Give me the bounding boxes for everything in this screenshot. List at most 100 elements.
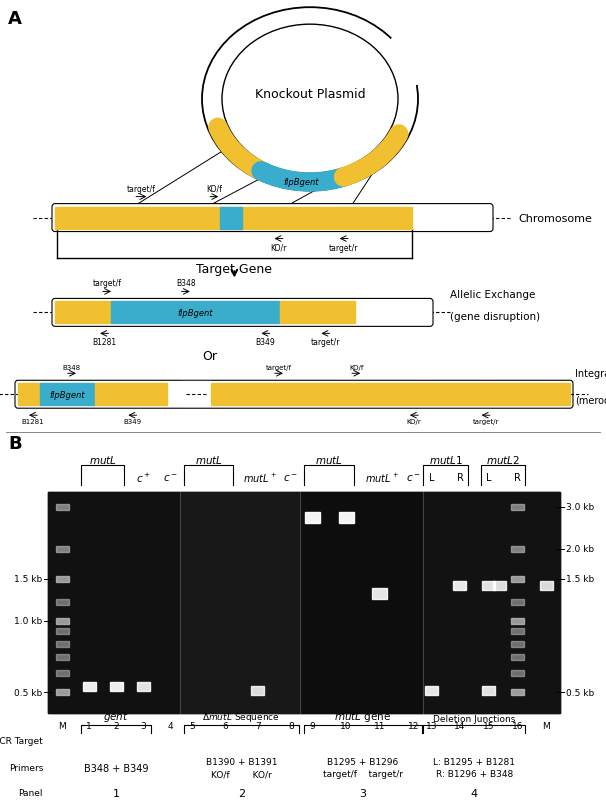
Text: vector: vector	[290, 0, 330, 2]
Bar	[56, 504, 68, 511]
Text: B348: B348	[176, 279, 196, 288]
Bar	[539, 581, 553, 590]
Bar	[453, 581, 467, 590]
Text: $\it{mutL}^+$: $\it{mutL}^+$	[243, 471, 277, 484]
Text: $c^-$: $c^-$	[163, 472, 178, 483]
Bar	[339, 512, 354, 524]
Text: 12: 12	[408, 721, 419, 730]
Text: $\it{mutL}$: $\it{mutL}$	[195, 454, 222, 466]
Bar	[278, 384, 349, 406]
Text: B1390 + B1391: B1390 + B1391	[206, 757, 277, 766]
Bar	[511, 641, 524, 646]
Bar	[511, 576, 524, 582]
Bar	[142, 207, 325, 230]
Text: 3: 3	[359, 788, 367, 798]
Bar	[511, 654, 524, 661]
Bar	[56, 576, 68, 582]
Text: 2.0 kb: 2.0 kb	[566, 544, 594, 554]
Bar	[112, 302, 280, 324]
Bar	[56, 599, 68, 605]
Bar	[221, 207, 242, 230]
Text: flpBgent: flpBgent	[50, 390, 85, 399]
Bar	[48, 493, 560, 713]
Text: B348: B348	[63, 365, 81, 371]
Text: $\it{mutL}^+$: $\it{mutL}^+$	[365, 471, 399, 484]
Text: 15: 15	[483, 721, 494, 730]
Bar	[110, 682, 123, 691]
Bar	[511, 671, 524, 676]
Bar	[82, 682, 96, 691]
Bar	[511, 546, 524, 552]
Text: B1295 + B1296: B1295 + B1296	[327, 757, 399, 766]
Bar	[511, 599, 524, 605]
Text: 9: 9	[310, 721, 315, 730]
Text: 8: 8	[288, 721, 294, 730]
Text: 14: 14	[454, 721, 465, 730]
Text: M: M	[542, 721, 550, 730]
Text: KO/r: KO/r	[270, 243, 287, 252]
Text: Deletion Junctions: Deletion Junctions	[433, 714, 516, 723]
Text: $\it{mutL}$ gene: $\it{mutL}$ gene	[335, 709, 391, 723]
Bar	[18, 384, 40, 406]
Text: 1: 1	[86, 721, 92, 730]
FancyBboxPatch shape	[15, 381, 573, 409]
Bar	[493, 581, 506, 590]
Text: Or: Or	[202, 349, 218, 362]
Text: B: B	[8, 434, 22, 453]
Text: flpBgent: flpBgent	[178, 308, 213, 317]
Text: PCR Target: PCR Target	[0, 736, 43, 745]
Text: A: A	[8, 10, 22, 28]
Text: KO/r: KO/r	[407, 418, 421, 425]
Bar	[511, 629, 524, 634]
Text: 6: 6	[222, 721, 228, 730]
Bar	[482, 686, 495, 695]
Text: $\it{mutL}$: $\it{mutL}$	[315, 454, 343, 466]
Bar	[56, 546, 68, 552]
Bar	[301, 493, 422, 713]
Text: Chromosome: Chromosome	[518, 214, 592, 223]
Text: Panel: Panel	[19, 789, 43, 797]
Text: 16: 16	[511, 721, 523, 730]
Bar	[56, 618, 68, 624]
Text: Primers: Primers	[8, 764, 43, 772]
Text: R: R	[456, 473, 464, 483]
Text: $c^+$: $c^+$	[136, 471, 151, 484]
Text: B348 + B349: B348 + B349	[84, 763, 148, 773]
Text: (gene disruption): (gene disruption)	[450, 312, 540, 322]
Text: R: B1296 + B348: R: B1296 + B348	[436, 769, 513, 778]
Bar	[211, 384, 278, 406]
Text: target/r: target/r	[473, 418, 499, 425]
Text: R: R	[514, 473, 521, 483]
Text: B349: B349	[124, 418, 142, 425]
Bar	[137, 682, 150, 691]
Text: Target Gene: Target Gene	[196, 263, 272, 276]
Text: 2: 2	[113, 721, 119, 730]
Bar	[280, 302, 355, 324]
Text: target/f: target/f	[127, 185, 156, 194]
Bar	[180, 493, 299, 713]
Bar	[511, 618, 524, 624]
Text: KO/f        KO/r: KO/f KO/r	[211, 769, 272, 778]
Bar	[55, 207, 142, 230]
Text: Integrative Recombination: Integrative Recombination	[575, 369, 606, 379]
Text: Knockout Plasmid: Knockout Plasmid	[255, 88, 365, 101]
Text: 1.5 kb: 1.5 kb	[14, 574, 42, 584]
Bar	[421, 384, 493, 406]
Bar	[56, 671, 68, 676]
Text: (merodiploid): (merodiploid)	[575, 396, 606, 406]
Text: target/f    target/r: target/f target/r	[323, 769, 403, 778]
Text: 1.0 kb: 1.0 kb	[14, 616, 42, 626]
Bar	[511, 504, 524, 511]
Bar	[493, 384, 570, 406]
Text: $c^-$: $c^-$	[284, 472, 298, 483]
Text: B349: B349	[256, 338, 275, 347]
Text: target/r: target/r	[329, 243, 359, 252]
Text: target/f: target/f	[266, 365, 292, 371]
Text: 7: 7	[255, 721, 261, 730]
Bar	[373, 588, 387, 599]
Bar	[55, 302, 112, 324]
Bar	[48, 493, 179, 713]
Bar	[56, 641, 68, 646]
Text: 0.5 kb: 0.5 kb	[14, 688, 42, 697]
Bar	[251, 686, 264, 695]
